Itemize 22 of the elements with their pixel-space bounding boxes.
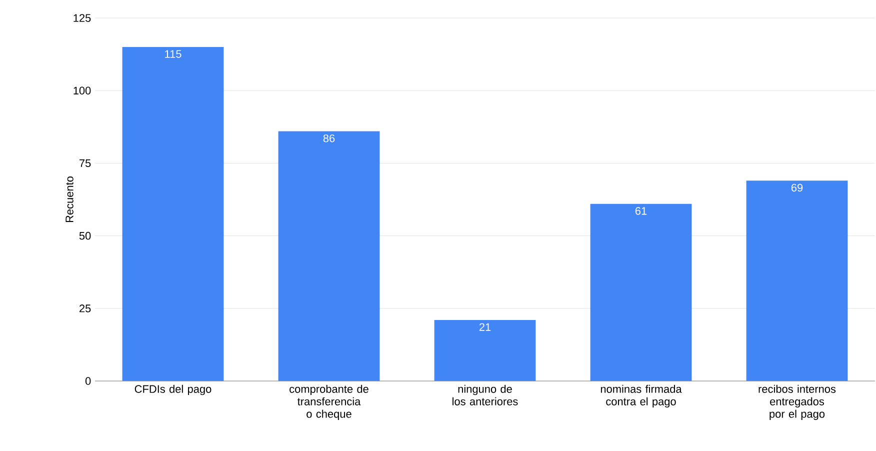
y-axis-title: Recuento: [66, 176, 74, 222]
bar: [122, 47, 224, 381]
bar: [746, 180, 848, 381]
y-tick-label: 100: [74, 86, 91, 94]
data-label: 86: [323, 134, 335, 142]
x-tick-label: ninguno de los anteriores: [452, 384, 518, 406]
data-label: 115: [165, 50, 182, 58]
x-tick-label: nominas firmada contra el pago: [600, 384, 682, 408]
data-label: 21: [479, 323, 491, 331]
y-tick-label: 25: [80, 304, 91, 312]
bar: [434, 320, 536, 381]
y-tick-label: 0: [85, 377, 91, 385]
x-tick-label: recibos internos entregados por el pago: [758, 384, 836, 420]
x-tick-label: comprobante de transferencia o cheque: [290, 384, 368, 420]
y-tick-label: 75: [80, 159, 91, 168]
data-label: 69: [791, 184, 803, 192]
y-tick-label: 50: [79, 232, 91, 240]
bar: [590, 204, 692, 381]
y-tick-label: 125: [74, 14, 91, 22]
data-label: 61: [635, 207, 647, 215]
bar: [278, 131, 380, 381]
x-tick-label: CFDIs del pago: [134, 384, 212, 396]
